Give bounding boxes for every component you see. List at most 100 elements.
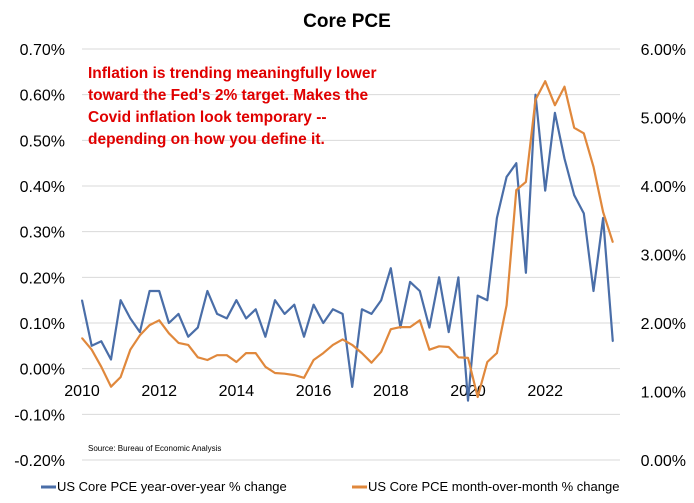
data-point-mom (100, 366, 103, 368)
data-point-mom (544, 80, 546, 82)
data-point-mom (177, 342, 180, 344)
data-point-yoy (447, 331, 450, 333)
data-point-yoy (380, 299, 382, 301)
data-point-yoy (505, 176, 508, 178)
data-point-mom (351, 344, 354, 346)
data-point-yoy (332, 308, 334, 311)
right-tick-label: 3.00% (641, 248, 686, 265)
data-point-mom (245, 352, 247, 354)
data-point-yoy (90, 345, 93, 347)
data-point-yoy (206, 290, 209, 292)
data-point-yoy (254, 308, 257, 311)
data-point-yoy (81, 299, 83, 301)
data-point-mom (283, 372, 286, 375)
data-point-mom (341, 338, 344, 341)
legend-label-mom: US Core PCE month-over-month % change (368, 479, 619, 494)
left-tick-label: 0.70% (20, 42, 65, 59)
data-point-yoy (525, 271, 527, 274)
data-point-mom (583, 132, 585, 135)
data-point-mom (187, 344, 189, 346)
left-tick-label: 0.10% (20, 316, 65, 333)
data-point-mom (418, 319, 421, 322)
data-point-mom (370, 361, 373, 364)
data-point-yoy (283, 313, 286, 315)
data-point-yoy (274, 299, 276, 301)
data-point-mom (293, 374, 296, 376)
right-tick-label: 5.00% (641, 111, 686, 128)
data-point-mom (254, 352, 257, 354)
data-point-mom (216, 354, 218, 356)
data-point-mom (81, 337, 83, 339)
series-line-yoy (80, 93, 614, 402)
data-point-yoy (139, 331, 141, 333)
data-point-yoy (515, 162, 518, 164)
right-tick-label: 1.00% (641, 385, 686, 402)
data-point-yoy (341, 313, 344, 315)
data-point-mom (409, 326, 411, 328)
data-point-mom (554, 104, 556, 106)
data-point-mom (312, 359, 315, 361)
data-point-mom (438, 345, 440, 348)
data-point-mom (332, 344, 334, 346)
right-tick-label: 2.00% (641, 316, 686, 333)
left-tick-label: 0.30% (20, 225, 65, 242)
data-point-mom (390, 328, 392, 330)
data-point-yoy (225, 317, 228, 320)
data-point-yoy (438, 276, 440, 279)
data-point-mom (110, 385, 112, 388)
data-point-mom (515, 189, 518, 191)
data-point-mom (274, 372, 276, 374)
data-point-yoy (534, 93, 537, 96)
data-point-yoy (476, 294, 479, 297)
data-point-yoy (428, 326, 431, 329)
annotation-line: Covid inflation look temporary -- (88, 109, 327, 126)
data-point-yoy (496, 217, 498, 219)
left-tick-label: -0.10% (14, 407, 65, 424)
data-point-mom (235, 361, 238, 363)
right-tick-label: 4.00% (641, 179, 686, 196)
data-point-yoy (602, 217, 604, 219)
data-point-yoy (390, 267, 392, 270)
data-point-mom (486, 361, 489, 363)
data-point-mom (206, 359, 209, 361)
data-point-mom (611, 241, 614, 243)
data-point-mom (428, 348, 431, 351)
data-point-mom (322, 352, 325, 354)
left-tick-label: 0.40% (20, 179, 65, 196)
data-point-yoy (573, 194, 575, 196)
data-point-yoy (554, 112, 556, 114)
series-lines (80, 80, 614, 402)
data-point-mom (168, 332, 170, 335)
data-point-yoy (351, 386, 354, 388)
data-point-mom (119, 376, 122, 378)
data-point-yoy (119, 299, 122, 301)
data-point-mom (534, 98, 537, 101)
data-point-yoy (293, 303, 296, 306)
data-point-yoy (583, 212, 585, 215)
data-point-mom (380, 350, 382, 353)
left-tick-label: 0.60% (20, 88, 65, 105)
data-point-yoy (245, 317, 247, 320)
data-point-mom (563, 85, 566, 88)
data-point-mom (592, 166, 595, 168)
data-point-mom (361, 352, 363, 354)
data-point-mom (505, 304, 508, 306)
data-point-yoy (467, 399, 469, 402)
gridlines (82, 48, 620, 461)
data-point-yoy (312, 303, 315, 306)
data-point-yoy (303, 335, 305, 338)
x-tick-label: 2022 (527, 383, 563, 400)
left-tick-label: 0.00% (20, 362, 65, 379)
series-line-mom (81, 80, 614, 399)
right-axis-ticks: 0.00% 1.00% 2.00% 3.00% 4.00% 5.00% 6.00% (641, 42, 686, 470)
data-point-mom (264, 366, 267, 368)
x-tick-label: 2014 (219, 383, 255, 400)
data-point-mom (90, 348, 93, 351)
data-point-mom (225, 354, 228, 356)
data-point-mom (573, 126, 575, 129)
data-point-mom (476, 396, 479, 398)
data-point-mom (158, 319, 160, 322)
data-point-yoy (611, 340, 614, 343)
right-tick-label: 0.00% (641, 453, 686, 470)
data-point-yoy (110, 358, 112, 361)
